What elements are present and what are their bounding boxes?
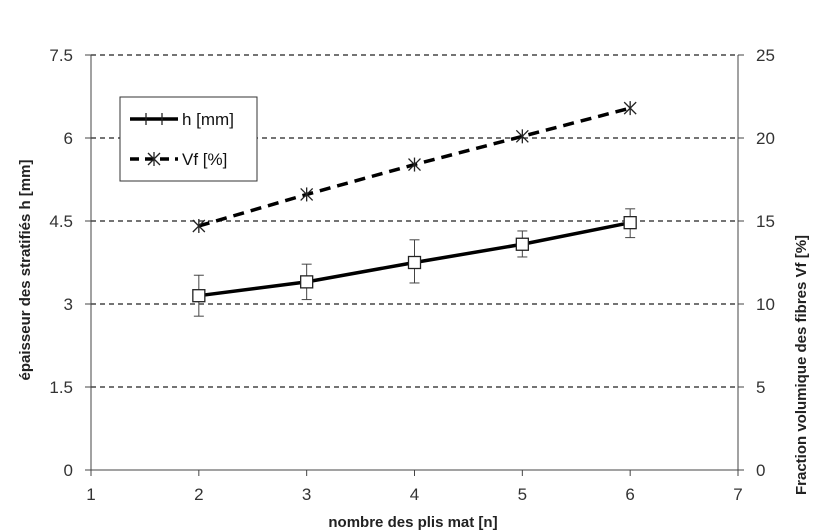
x-tick-label: 4 bbox=[410, 485, 419, 504]
data-point-star bbox=[147, 152, 161, 166]
series-h bbox=[192, 208, 637, 317]
x-tick-label: 1 bbox=[86, 485, 95, 504]
y2-tick-label: 5 bbox=[756, 378, 765, 397]
y-tick-label: 6 bbox=[64, 129, 73, 148]
y-tick-label: 0 bbox=[64, 461, 73, 480]
y-tick-label: 3 bbox=[64, 295, 73, 314]
y-tick-label: 1.5 bbox=[49, 378, 73, 397]
x-tick-label: 7 bbox=[733, 485, 742, 504]
y-tick-label: 7.5 bbox=[49, 46, 73, 65]
y2-tick-label: 25 bbox=[756, 46, 775, 65]
series-vf bbox=[192, 101, 637, 233]
data-point-star bbox=[408, 157, 421, 172]
y-axis-title: épaisseur des stratifiés h [mm] bbox=[17, 160, 34, 381]
x-axis-title: nombre des plis mat [n] bbox=[328, 514, 497, 531]
y2-axis-title: Fraction volumique des fibres Vf [%] bbox=[793, 235, 810, 495]
legend: h [mm] Vf [%] bbox=[119, 96, 258, 182]
y2-tick-label: 20 bbox=[756, 129, 775, 148]
data-point-star bbox=[192, 218, 206, 233]
data-point-star bbox=[515, 129, 529, 144]
y2-tick-label: 15 bbox=[756, 212, 775, 231]
legend-label: Vf [%] bbox=[182, 150, 227, 169]
y-tick-label: 4.5 bbox=[49, 212, 73, 231]
y2-tick-label: 10 bbox=[756, 295, 775, 314]
data-point-star bbox=[300, 187, 314, 202]
x-tick-label: 2 bbox=[194, 485, 203, 504]
data-point-square bbox=[192, 289, 206, 303]
x-tick-label: 3 bbox=[302, 485, 311, 504]
x-tick-label: 5 bbox=[518, 485, 527, 504]
data-point-square bbox=[407, 255, 422, 270]
tick-labels: 0 1.5 3 4.5 6 7.5 0 5 10 15 20 25 1 2 3 4 5 6 7 bbox=[49, 46, 775, 504]
data-point-star bbox=[623, 101, 637, 116]
series-layer bbox=[192, 101, 637, 317]
legend-label: h [mm] bbox=[182, 110, 234, 129]
data-point-square bbox=[623, 216, 637, 230]
data-point-square bbox=[300, 275, 314, 289]
legend-box bbox=[119, 96, 258, 182]
y2-tick-label: 0 bbox=[756, 461, 765, 480]
axes bbox=[85, 54, 744, 476]
x-tick-label: 6 bbox=[625, 485, 634, 504]
data-point-square bbox=[515, 237, 529, 251]
